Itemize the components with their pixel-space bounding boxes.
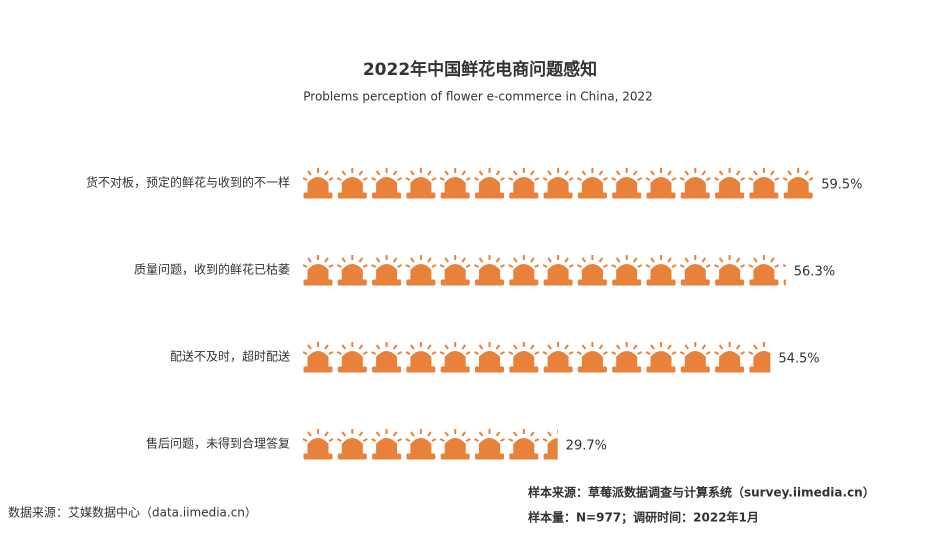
sample-source: 样本来源：草莓派数据调查与计算系统（survey.iimedia.cn） bbox=[528, 485, 875, 500]
category-label: 质量问题，收到的鲜花已枯萎 bbox=[134, 262, 290, 277]
category-label: 售后问题，未得到合理答复 bbox=[146, 436, 290, 451]
value-label: 59.5% bbox=[821, 178, 862, 193]
source: 数据来源：艾媒数据中心（data.iimedia.cn） bbox=[8, 505, 257, 520]
pictogram-bar bbox=[303, 167, 814, 199]
chart-title: 2022年中国鲜花电商问题感知 bbox=[363, 59, 597, 80]
value-label: 54.5% bbox=[778, 352, 819, 367]
value-label: 29.7% bbox=[566, 439, 607, 454]
pictogram-bar bbox=[303, 254, 786, 286]
pictogram-bar bbox=[303, 341, 771, 373]
chart-subtitle: Problems perception of flower e-commerce… bbox=[303, 90, 653, 104]
pictogram-bar bbox=[303, 428, 558, 460]
category-label: 配送不及时，超时配送 bbox=[170, 349, 290, 364]
category-label: 货不对板，预定的鲜花与收到的不一样 bbox=[86, 175, 290, 190]
sample-size: 样本量：N=977；调研时间：2022年1月 bbox=[528, 510, 759, 525]
value-label: 56.3% bbox=[794, 265, 835, 280]
